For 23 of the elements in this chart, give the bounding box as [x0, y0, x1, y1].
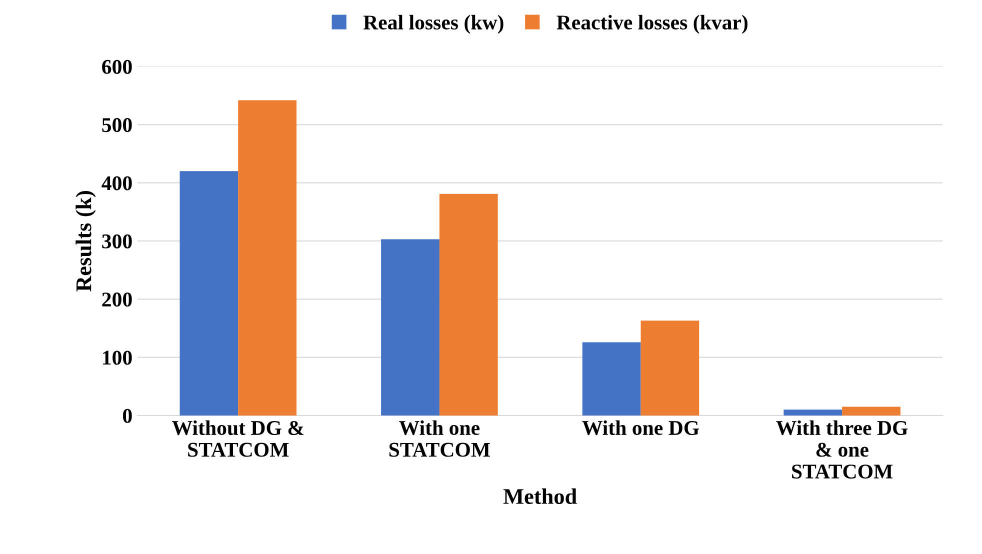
x-tick-label: Without DG & STATCOM — [172, 420, 304, 457]
bar — [238, 100, 297, 416]
bar — [439, 194, 498, 416]
x-tick-label: With three DG & one STATCOM — [776, 420, 908, 479]
x-axis-title: Method — [503, 488, 577, 504]
y-tick-label: 300 — [102, 234, 132, 248]
x-tick-label: With one STATCOM — [389, 420, 490, 457]
y-tick-label: 0 — [122, 408, 132, 423]
bar — [582, 342, 641, 416]
bar — [640, 320, 700, 416]
y-tick-label: 400 — [102, 176, 132, 190]
legend-label: Real losses (kw) — [363, 14, 504, 34]
y-tick-label: 600 — [102, 60, 132, 74]
y-tick-label: 100 — [103, 350, 132, 365]
bar — [784, 410, 842, 416]
x-tick-label: With one DG — [582, 420, 700, 436]
y-tick-label: 200 — [102, 292, 132, 307]
bar — [180, 171, 238, 416]
legend-label: Reactive losses (kvar) — [556, 14, 748, 34]
y-tick-label: 500 — [102, 118, 132, 132]
y-axis-title: Results (k) — [76, 191, 96, 292]
bar — [842, 406, 900, 416]
bar — [381, 239, 440, 416]
